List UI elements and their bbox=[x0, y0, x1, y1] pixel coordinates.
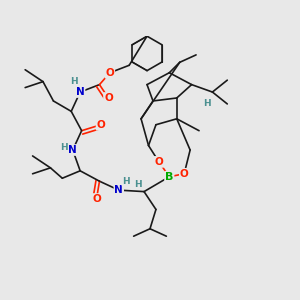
Text: H: H bbox=[60, 142, 68, 152]
Text: O: O bbox=[97, 120, 105, 130]
Text: H: H bbox=[70, 77, 78, 86]
Text: H: H bbox=[203, 99, 210, 108]
Text: N: N bbox=[68, 145, 77, 155]
Text: H: H bbox=[122, 177, 130, 186]
Text: H: H bbox=[134, 180, 142, 189]
Text: O: O bbox=[106, 68, 114, 78]
Text: N: N bbox=[114, 185, 123, 195]
Text: O: O bbox=[180, 169, 189, 179]
Text: O: O bbox=[154, 157, 163, 167]
Text: B: B bbox=[165, 172, 173, 182]
Text: O: O bbox=[104, 93, 113, 103]
Text: N: N bbox=[76, 87, 85, 97]
Text: O: O bbox=[92, 194, 101, 204]
Text: H: H bbox=[134, 180, 142, 189]
